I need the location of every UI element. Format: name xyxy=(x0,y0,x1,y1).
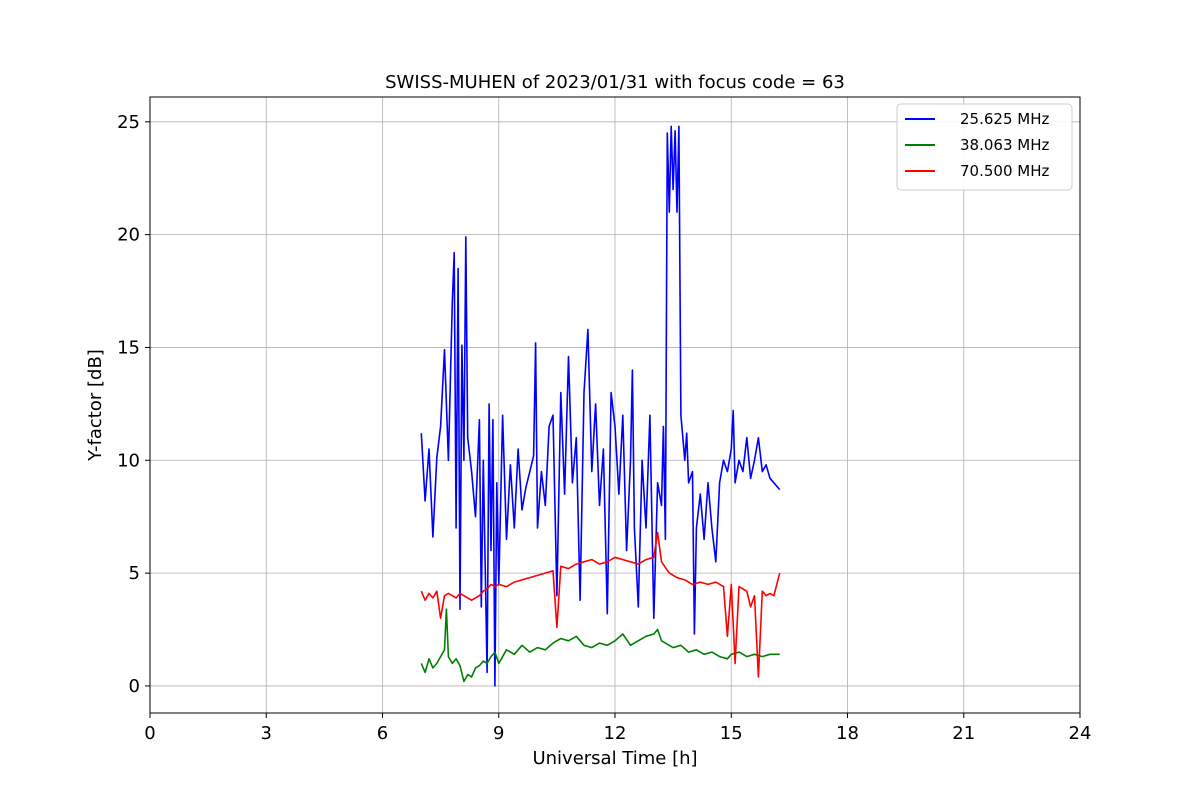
x-tick-label: 6 xyxy=(377,723,388,744)
x-tick-label: 12 xyxy=(604,723,627,744)
legend: 25.625 MHz 38.063 MHz 70.500 MHz xyxy=(896,103,1073,191)
series-line xyxy=(420,531,781,678)
series-line xyxy=(420,125,781,687)
y-axis-label: Y-factor [dB] xyxy=(85,349,106,462)
x-tick-label: 21 xyxy=(952,723,975,744)
x-tick-label: 9 xyxy=(493,723,504,744)
x-tick-label: 15 xyxy=(720,723,743,744)
legend-label: 38.063 MHz xyxy=(960,136,1049,154)
x-tick-label: 0 xyxy=(144,723,155,744)
y-tick-label: 10 xyxy=(117,450,140,471)
chart-title: SWISS-MUHEN of 2023/01/31 with focus cod… xyxy=(385,72,845,93)
legend-box xyxy=(896,103,1073,191)
legend-label: 25.625 MHz xyxy=(960,110,1049,128)
series-line xyxy=(420,608,780,683)
y-tick-label: 5 xyxy=(129,563,140,584)
y-tick-label: 15 xyxy=(117,337,140,358)
legend-label: 70.500 MHz xyxy=(960,162,1049,180)
y-tick-label: 20 xyxy=(117,225,140,246)
y-tick-label: 0 xyxy=(129,676,140,697)
x-tick-label: 3 xyxy=(261,723,272,744)
x-tick-label: 18 xyxy=(836,723,859,744)
x-tick-label: 24 xyxy=(1069,723,1092,744)
series-layer xyxy=(420,125,781,687)
x-axis-label: Universal Time [h] xyxy=(532,748,697,769)
ticks: 0 3 6 9 12 15 18 21 24 0 5 10 15 20 25 xyxy=(117,112,1091,744)
y-tick-label: 25 xyxy=(117,112,140,133)
